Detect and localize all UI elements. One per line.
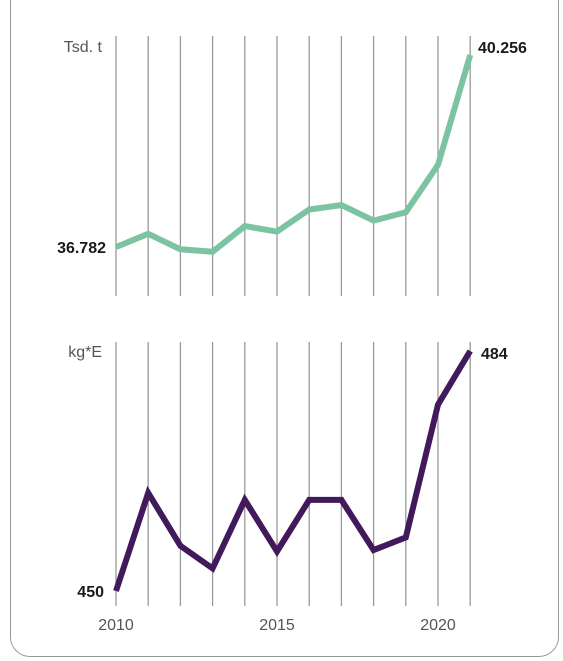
unit-label-tonnage: Tsd. t — [64, 39, 103, 56]
x-tick-label: 2010 — [98, 617, 134, 634]
start-value-label-per-capita: 450 — [77, 584, 104, 601]
x-tick-label: 2015 — [259, 617, 295, 634]
x-tick-label: 2020 — [420, 617, 456, 634]
end-value-label-tonnage: 40.256 — [478, 40, 527, 57]
x-axis: 2010 2015 2020 — [98, 617, 456, 634]
series-line-tonnage — [114, 54, 474, 255]
panel-tonnage: Tsd. t 36.782 40.256 — [57, 36, 527, 296]
panel-per-capita: kg*E 450 484 — [68, 342, 508, 606]
series-line-per-capita — [113, 349, 473, 592]
start-value-label-tonnage: 36.782 — [57, 240, 106, 257]
chart-frame — [10, 0, 559, 657]
unit-label-per-capita: kg*E — [68, 344, 102, 361]
end-value-label-per-capita: 484 — [481, 346, 508, 363]
